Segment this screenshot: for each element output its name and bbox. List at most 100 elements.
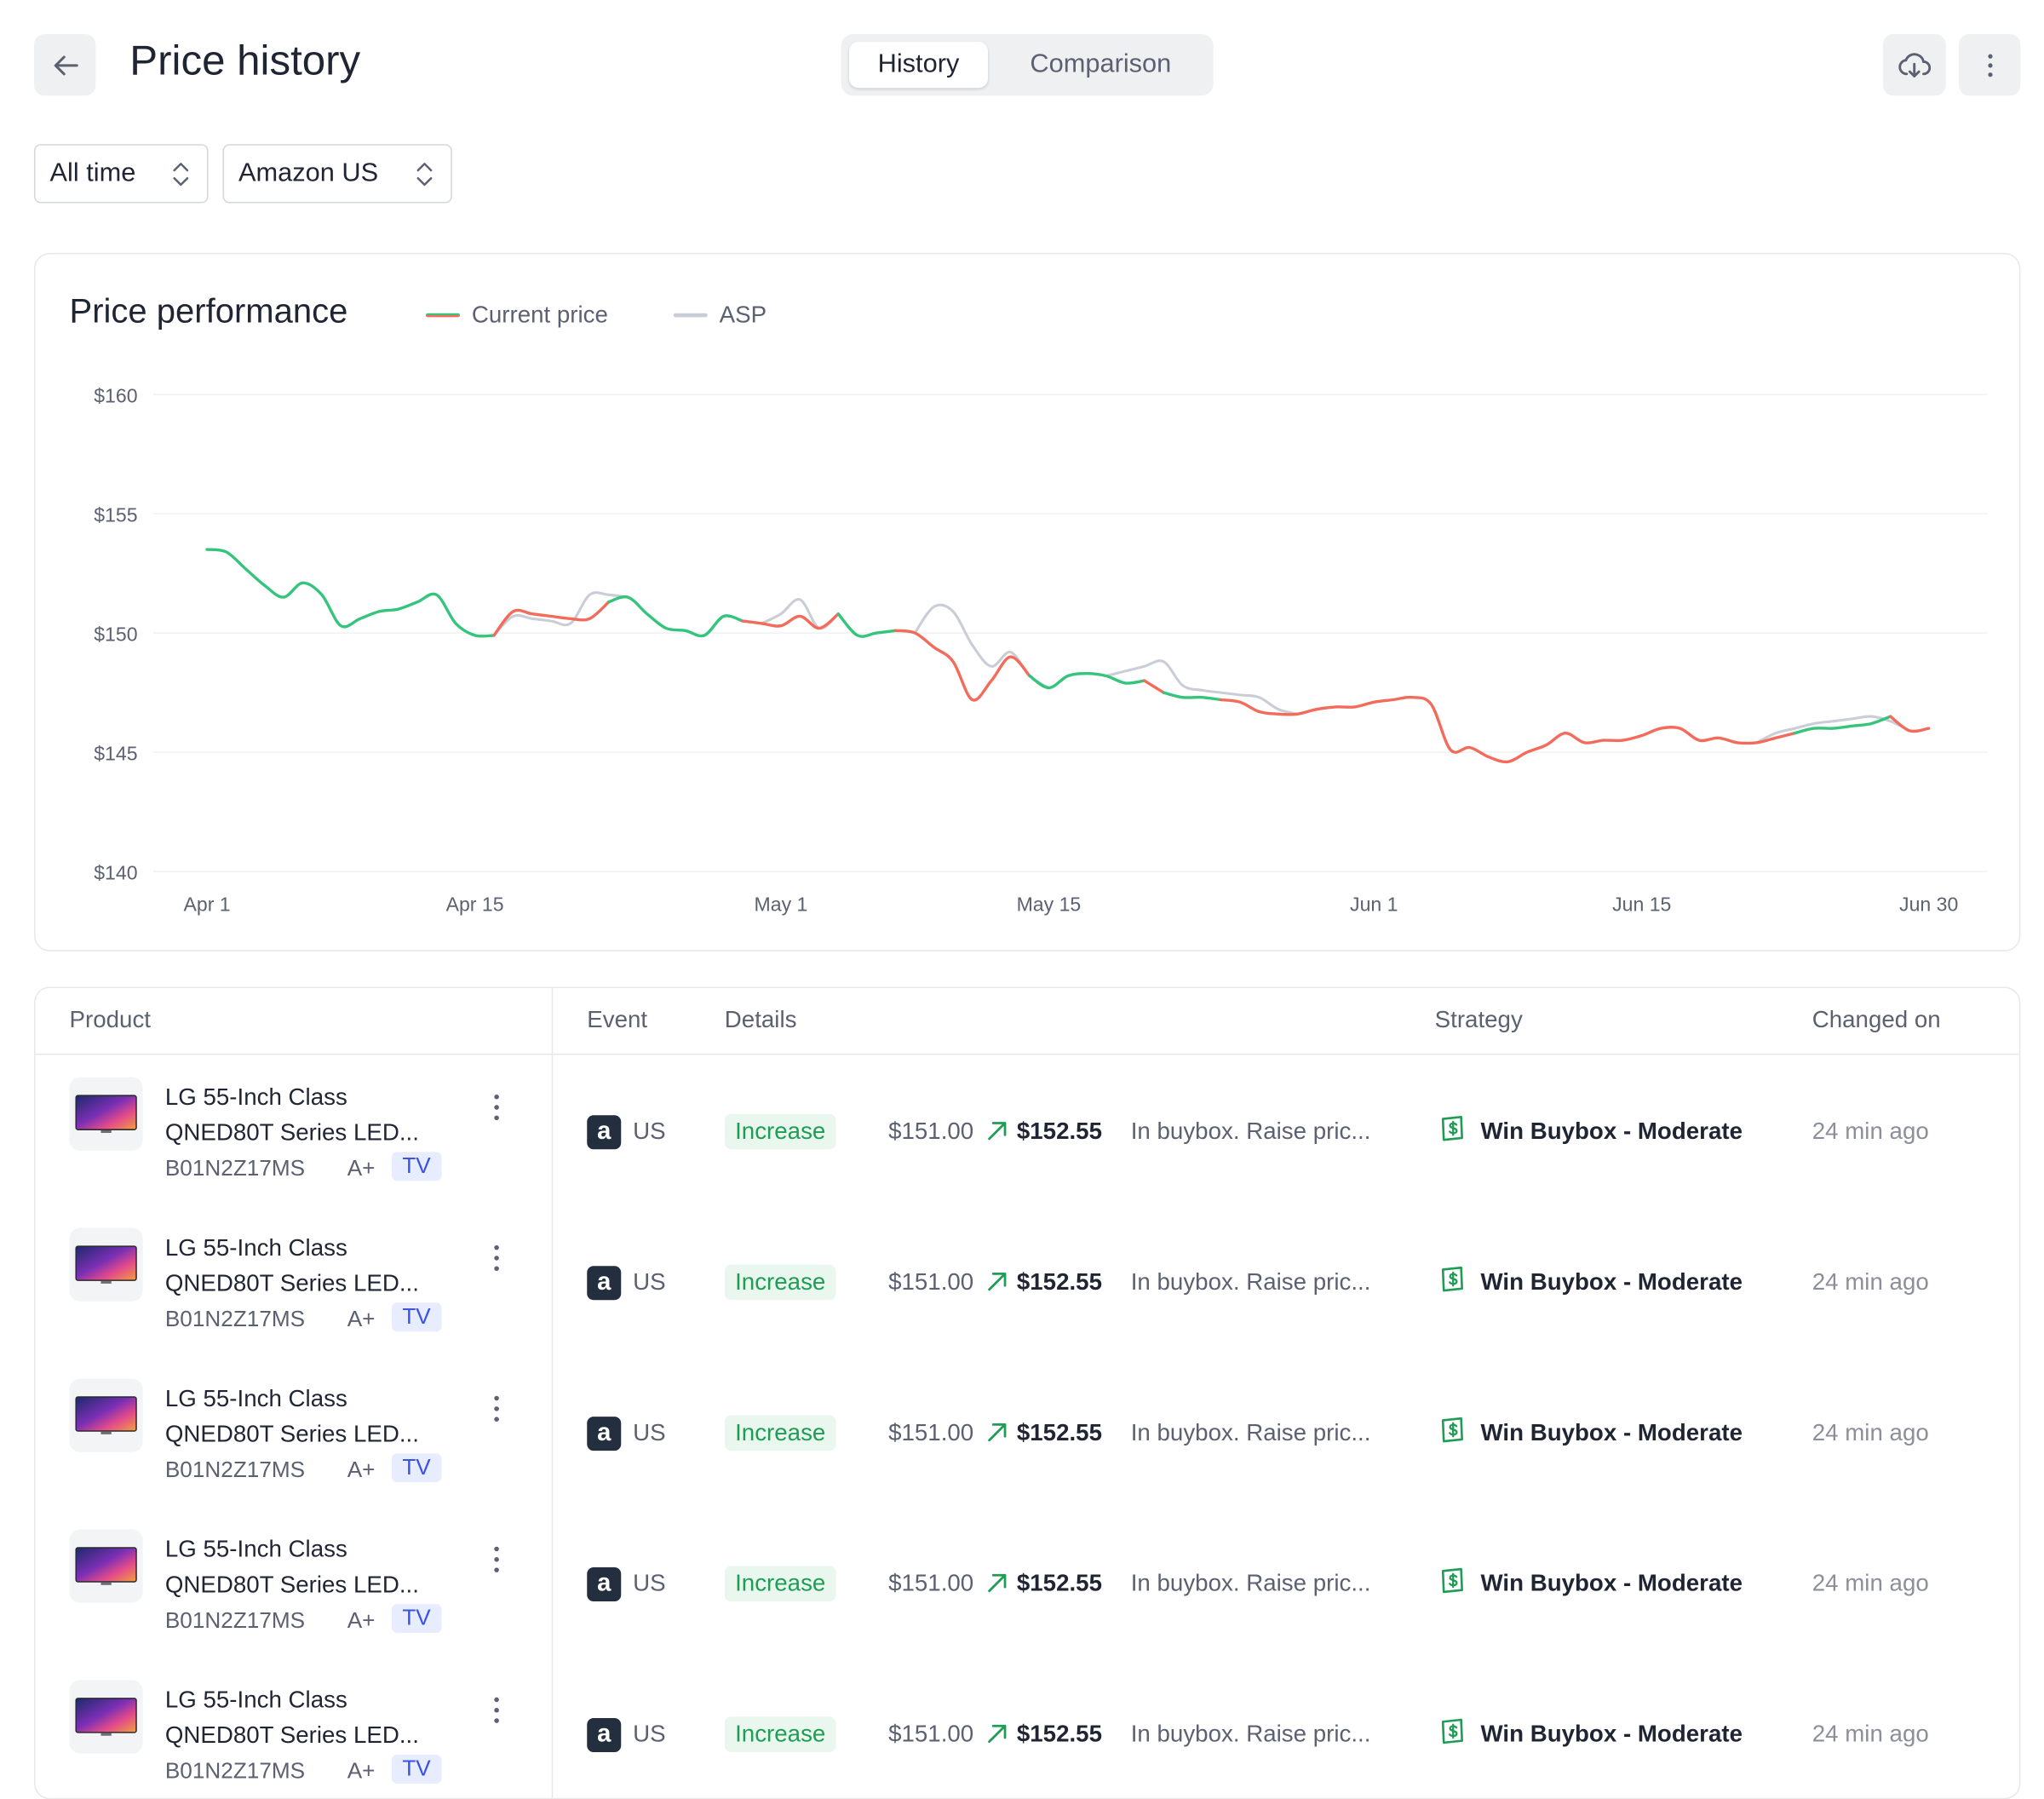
series-current-price-line (1028, 672, 1146, 690)
product-name-line2: QNED80T Series LED... (164, 1269, 419, 1296)
view-switcher: History Comparison (841, 34, 1214, 96)
price-performance-card: Price performance Current price ASP $160… (34, 252, 2021, 951)
y-tick-label: $155 (94, 503, 137, 526)
marketplace-select[interactable]: Amazon US (222, 144, 452, 204)
page-title: Price history (129, 37, 361, 84)
marketplace-code: US (633, 1721, 666, 1747)
arrow-up-right-icon (988, 1122, 1007, 1141)
more-options-button[interactable] (1959, 34, 2021, 96)
table-row[interactable]: LG 55-Inch Class QNED80T Series LED... B… (36, 1509, 2019, 1659)
event-details: In buybox. Raise pric... (1130, 1721, 1371, 1747)
product-name-line2: QNED80T Series LED... (164, 1571, 419, 1598)
product-name[interactable]: LG 55-Inch Class QNED80T Series LED... (165, 1532, 467, 1603)
series-current-price-line (894, 629, 1031, 702)
event-details: In buybox. Raise pric... (1130, 1570, 1371, 1596)
series-current-price-line (1793, 715, 1892, 735)
time-range-select[interactable]: All time (34, 144, 209, 204)
series-current-price-line (1889, 715, 1931, 733)
marketplace-value: Amazon US (238, 158, 379, 188)
product-name-line1: LG 55-Inch Class (164, 1083, 347, 1111)
product-name-line1: LG 55-Inch Class (164, 1385, 347, 1411)
download-button[interactable] (1882, 34, 1946, 96)
table-row[interactable]: LG 55-Inch Class QNED80T Series LED... B… (36, 1659, 2019, 1798)
x-tick-label: Jun 15 (1612, 893, 1671, 915)
legend-swatch-asp (673, 313, 708, 318)
marketplace-code: US (633, 1118, 666, 1145)
legend-current-price: Current price (426, 302, 608, 329)
price-events-table: Product Event Details Strategy Changed o… (34, 986, 2021, 1799)
arrow-up-right-icon (988, 1423, 1007, 1442)
table-row[interactable]: LG 55-Inch Class QNED80T Series LED... B… (36, 1358, 2019, 1509)
y-tick-label: $145 (94, 742, 137, 764)
page: Price history History Comparison All tim… (34, 34, 2021, 1799)
event-details: In buybox. Raise pric... (1130, 1268, 1371, 1296)
table-row[interactable]: LG 55-Inch Class QNED80T Series LED... B… (36, 1207, 2019, 1358)
strategy-name[interactable]: Win Buybox - Moderate (1480, 1419, 1743, 1446)
table-row[interactable]: LG 55-Inch Class QNED80T Series LED... B… (36, 1056, 2019, 1207)
series-current-price-line (1162, 691, 1223, 702)
product-thumbnail (69, 1680, 143, 1754)
col-header-event: Event (587, 1006, 648, 1033)
arrow-up-right-icon (988, 1273, 1007, 1291)
row-menu-button[interactable] (486, 1694, 508, 1733)
changed-on: 24 min ago (1811, 1268, 1929, 1296)
new-price: $152.55 (1016, 1118, 1102, 1145)
series-current-price-line (1219, 695, 1797, 764)
product-name-line2: QNED80T Series LED... (164, 1721, 419, 1749)
amazon-icon: a (587, 1417, 622, 1451)
category-tag: TV (392, 1302, 442, 1332)
row-menu-button[interactable] (486, 1092, 508, 1130)
strategy-name[interactable]: Win Buybox - Moderate (1480, 1268, 1743, 1296)
series-asp-line (492, 591, 629, 636)
event-details: In buybox. Raise pric... (1130, 1118, 1371, 1145)
new-price: $152.55 (1016, 1419, 1102, 1446)
x-tick-label: May 15 (1017, 893, 1082, 915)
more-vertical-icon (494, 1395, 499, 1422)
x-tick-label: Jun 1 (1350, 893, 1398, 915)
product-name[interactable]: LG 55-Inch Class QNED80T Series LED... (165, 1231, 467, 1302)
tv-thumbnail-icon (75, 1245, 137, 1284)
chevron-up-down-icon (173, 163, 189, 187)
series-current-price-line (607, 595, 744, 638)
back-button[interactable] (34, 34, 96, 96)
marketplace-code: US (633, 1570, 666, 1596)
col-header-product: Product (69, 1006, 151, 1033)
tab-comparison[interactable]: Comparison (1030, 49, 1172, 79)
x-tick-label: Apr 15 (446, 893, 504, 915)
content-grade: A+ (347, 1306, 376, 1332)
product-asin: B01N2Z17MS (164, 1758, 306, 1784)
strategy-name[interactable]: Win Buybox - Moderate (1480, 1721, 1743, 1747)
event-badge: Increase (724, 1415, 836, 1451)
legend-swatch-current (426, 313, 461, 318)
strategy-name[interactable]: Win Buybox - Moderate (1480, 1570, 1743, 1596)
arrow-up-right-icon (988, 1724, 1007, 1744)
product-name-line2: QNED80T Series LED... (164, 1420, 419, 1447)
amazon-icon: a (587, 1266, 622, 1301)
content-grade: A+ (347, 1758, 376, 1784)
product-name[interactable]: LG 55-Inch Class QNED80T Series LED... (165, 1080, 467, 1151)
series-asp-line (1105, 659, 1298, 716)
product-thumbnail (69, 1077, 143, 1151)
product-thumbnail (69, 1227, 143, 1302)
category-tag: TV (392, 1604, 442, 1633)
tv-thumbnail-icon (75, 1547, 137, 1585)
arrow-up-right-icon (988, 1573, 1007, 1593)
col-header-strategy: Strategy (1434, 1006, 1523, 1033)
category-tag: TV (392, 1152, 442, 1181)
series-current-price-line (492, 601, 611, 637)
row-menu-button[interactable] (486, 1543, 508, 1582)
row-menu-button[interactable] (486, 1393, 508, 1431)
row-menu-button[interactable] (486, 1242, 508, 1280)
content-grade: A+ (347, 1457, 376, 1483)
marketplace-code: US (633, 1419, 666, 1446)
product-name[interactable]: LG 55-Inch Class QNED80T Series LED... (165, 1382, 467, 1452)
product-name[interactable]: LG 55-Inch Class QNED80T Series LED... (165, 1682, 467, 1753)
category-tag: TV (392, 1453, 442, 1483)
tv-thumbnail-icon (75, 1698, 137, 1736)
changed-on: 24 min ago (1811, 1570, 1929, 1596)
strategy-name[interactable]: Win Buybox - Moderate (1480, 1118, 1743, 1145)
tab-history[interactable]: History (848, 42, 989, 89)
changed-on: 24 min ago (1811, 1721, 1929, 1747)
series-current-price-line (836, 612, 898, 638)
new-price: $152.55 (1016, 1721, 1102, 1747)
